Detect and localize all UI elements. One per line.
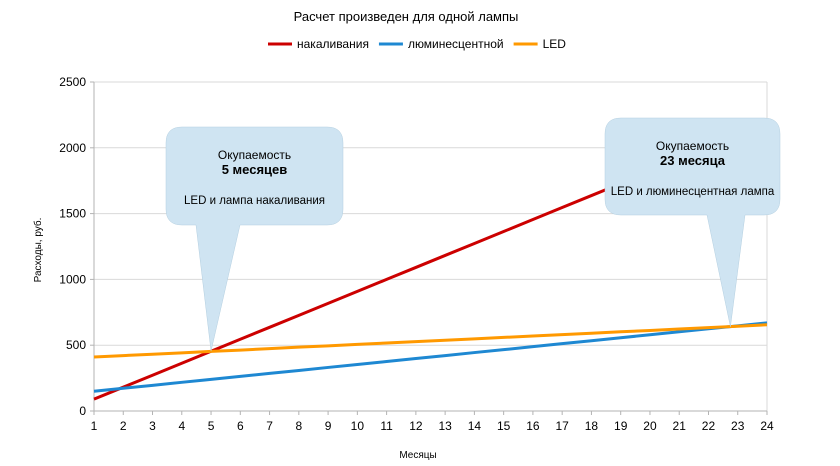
callout-value: 5 месяцев [222, 162, 288, 177]
x-tick-label: 11 [380, 419, 393, 433]
x-tick-label: 15 [497, 419, 511, 433]
callout-description: LED и люминесцентная лампа [611, 186, 775, 198]
callout-shape [604, 117, 781, 327]
x-tick-label: 23 [731, 419, 745, 433]
x-tick-label: 10 [351, 419, 365, 433]
y-tick-label: 1000 [59, 272, 86, 286]
legend: накаливания люминесцентной LED [268, 37, 566, 51]
callout-value: 23 месяца [660, 153, 726, 168]
y-tick-label: 0 [79, 404, 86, 418]
x-tick-label: 22 [702, 419, 716, 433]
x-tick-label: 17 [555, 419, 569, 433]
y-axis-label: Расходы, руб. [32, 218, 44, 283]
y-tick-label: 1500 [59, 207, 86, 221]
legend-label: люминесцентной [408, 37, 504, 51]
x-tick-label: 20 [643, 419, 657, 433]
y-tick-label: 2000 [59, 141, 86, 155]
x-tick-label: 14 [468, 419, 482, 433]
y-tick-label: 500 [66, 338, 86, 352]
x-tick-label: 5 [208, 419, 215, 433]
callout-title: Окупаемость [218, 148, 291, 162]
x-axis-label: Месяцы [399, 450, 436, 461]
legend-item: люминесцентной [378, 37, 504, 51]
callout-description: LED и лампа накаливания [184, 195, 325, 207]
x-tick-label: 7 [266, 419, 273, 433]
y-tick-label: 2500 [59, 75, 86, 89]
x-tick-label: 24 [760, 419, 774, 433]
legend-label: накаливания [297, 37, 369, 51]
x-tick-label: 4 [178, 419, 185, 433]
x-tick-label: 3 [149, 419, 156, 433]
x-tick-label: 21 [673, 419, 687, 433]
series-line-люминесцентной [93, 321, 768, 393]
legend-item: LED [513, 37, 567, 51]
legend-item: накаливания [268, 37, 369, 51]
chart-title: Расчет произведен для одной лампы [294, 9, 519, 24]
x-tick-label: 12 [409, 419, 423, 433]
x-tick-label: 19 [614, 419, 628, 433]
x-tick-label: 16 [526, 419, 540, 433]
legend-label: LED [543, 37, 567, 51]
x-tick-label: 1 [91, 419, 98, 433]
x-tick-label: 8 [295, 419, 302, 433]
x-tick-label: 18 [585, 419, 599, 433]
callout-shape [165, 126, 344, 352]
series-line-LED [93, 323, 768, 359]
x-tick-label: 13 [438, 419, 452, 433]
x-tick-label: 6 [237, 419, 244, 433]
x-tick-label: 9 [325, 419, 332, 433]
x-tick-label: 2 [120, 419, 127, 433]
callout-title: Окупаемость [656, 139, 729, 153]
